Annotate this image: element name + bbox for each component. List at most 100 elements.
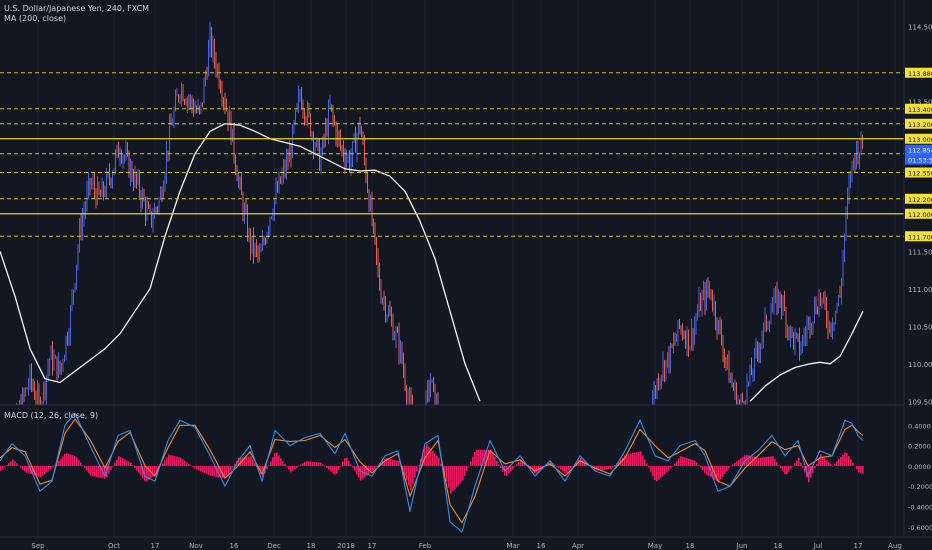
histogram-bar [654,465,656,481]
histogram-bar [500,465,502,469]
histogram-bar [708,465,710,476]
histogram-bar [214,465,216,477]
histogram-bar [456,465,458,488]
ma-legend[interactable]: MA (200, close) [4,14,67,23]
histogram-bar [342,462,344,466]
histogram-bar [274,453,276,466]
histogram-bar [496,460,498,466]
histogram-bar [314,462,316,466]
histogram-bar [450,465,452,494]
time-axis[interactable]: Sep Oct 17 Nov 16 Dec 18 2018 17 Feb Mar 16 Apr May 18… [0,536,932,550]
histogram-bar [410,465,412,491]
histogram-bar [840,456,842,466]
histogram-bar [716,465,718,481]
price-axis[interactable]: 114.500 113.500 111.500 111.000 110.500 110.0… [903,0,932,537]
histogram-bar [324,465,326,467]
histogram-bar [112,465,114,467]
histogram-bar [230,465,232,471]
macd-legend[interactable]: MACD (12, 26, close, 9) [4,411,99,420]
histogram-bar [78,460,80,466]
price-tick-label: 111.000 [908,286,932,294]
time-tick-label: Sep [31,542,45,550]
histogram-bar [726,465,728,472]
histogram-bar [862,465,864,474]
histogram-bar [688,458,690,466]
histogram-bar [328,465,330,470]
histogram-bar [194,465,196,469]
histogram-bar [578,459,580,466]
histogram-bar [24,465,26,472]
histogram-bar [742,456,744,466]
histogram-bar [14,461,16,466]
level-price-label: 113.200 [908,121,932,129]
histogram-bar [332,465,334,474]
histogram-bar [652,465,654,476]
histogram-bar [490,449,492,466]
histogram-bar [460,465,462,483]
histogram-bar [146,465,148,482]
symbol-title[interactable]: U.S. Dollar/Japanese Yen, 240, FXCM [4,4,150,13]
histogram-bar [414,465,416,478]
histogram-bar [86,465,88,471]
histogram-bar [108,465,110,474]
histogram-bar [322,464,324,466]
histogram-bar [54,465,56,466]
histogram-bar [92,465,94,477]
histogram-bar [208,465,210,475]
histogram-bar [474,452,476,466]
histogram-bar [132,465,134,466]
histogram-bar [338,465,340,470]
histogram-bar [800,462,802,466]
histogram-bar [560,465,562,470]
histogram-bar [306,461,308,466]
histogram-bar [252,459,254,466]
histogram-bar [600,465,602,471]
histogram-bar [772,456,774,466]
histogram-bar [700,465,702,468]
histogram-bar [396,460,398,466]
histogram-bar [184,460,186,466]
histogram-bar [722,465,724,477]
histogram-bar [440,463,442,466]
current-price-label: 112.854 [908,147,932,155]
histogram-bar [570,465,572,469]
histogram-bar [712,465,714,479]
histogram-bar [282,461,284,466]
histogram-bar [618,461,620,466]
histogram-bar [278,455,280,466]
level-price-box [905,193,932,204]
histogram-bar [760,457,762,466]
histogram-bar [6,465,8,466]
histogram-bar [64,454,66,466]
histogram-bar [364,465,366,478]
histogram-bar [852,462,854,466]
level-price-label: 111.700 [908,233,932,241]
histogram-bar [794,463,796,466]
histogram-bar [316,462,318,466]
histogram-bar [662,465,664,477]
histogram-bar [238,457,240,466]
histogram-bar [464,465,466,476]
histogram-bar [340,465,342,467]
histogram-bar [834,463,836,466]
price-tick-label: 110.500 [908,323,932,331]
macd-tick-label: -0.2000 [908,483,932,491]
histogram-bar [4,465,6,468]
level-price-box [905,118,932,129]
histogram-bar [478,449,480,466]
histogram-bar [12,459,14,466]
histogram-bar [802,465,804,468]
level-price-box [905,167,932,178]
macd-axis[interactable]: 0.4000 0.2000 0.0000 -0.2000 -0.4000 -0.6000 [908,422,932,532]
histogram-bar [286,465,288,467]
histogram-bar [222,465,224,479]
histogram-bar [514,465,516,467]
histogram-bar [580,457,582,466]
histogram-bar [330,465,332,472]
histogram-bar [518,461,520,466]
histogram-bar [608,465,610,470]
histogram-bar [200,465,202,472]
histogram-bar [244,456,246,466]
price-tick-label: 110.000 [908,361,932,369]
